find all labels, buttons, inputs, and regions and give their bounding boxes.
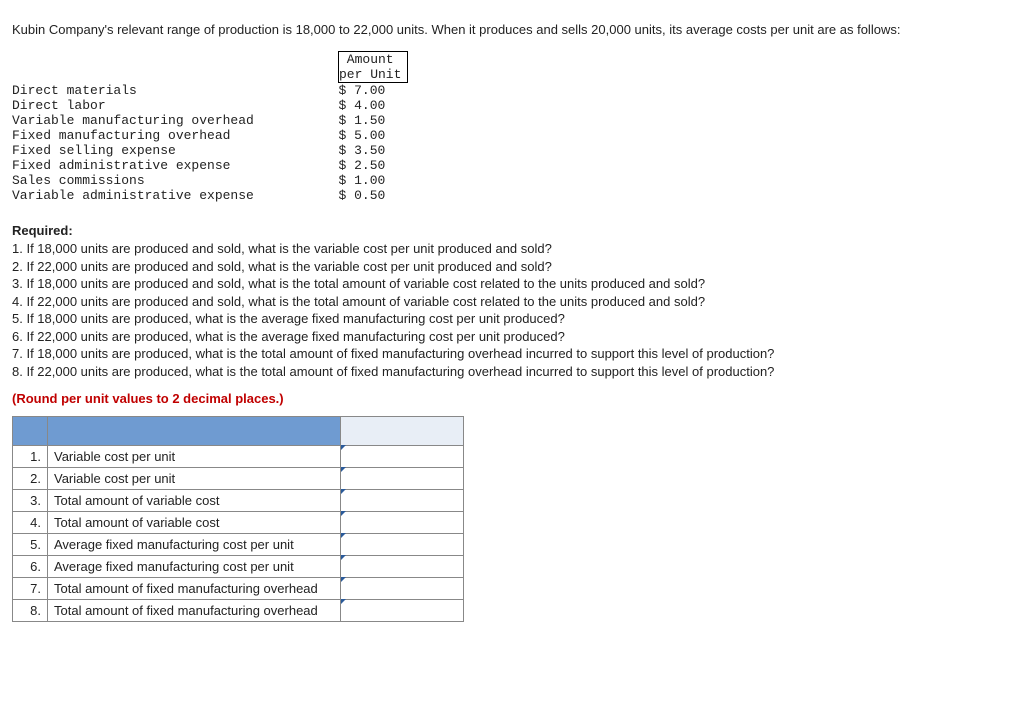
required-item: 2. If 22,000 units are produced and sold… xyxy=(12,258,1012,276)
cost-row: Fixed manufacturing overhead$ 5.00 xyxy=(12,128,408,143)
answer-row-desc: Total amount of variable cost xyxy=(48,489,341,511)
answer-row: 7.Total amount of fixed manufacturing ov… xyxy=(13,577,464,599)
cost-label: Fixed manufacturing overhead xyxy=(12,128,339,143)
answer-row: 8.Total amount of fixed manufacturing ov… xyxy=(13,599,464,621)
answer-input-cell[interactable] xyxy=(341,599,464,621)
answer-table: 1.Variable cost per unit2.Variable cost … xyxy=(12,416,464,622)
cost-row: Fixed administrative expense$ 2.50 xyxy=(12,158,408,173)
cost-row: Variable manufacturing overhead$ 1.50 xyxy=(12,113,408,128)
cost-label: Fixed administrative expense xyxy=(12,158,339,173)
required-item: 3. If 18,000 units are produced and sold… xyxy=(12,275,1012,293)
cost-amount: $ 1.00 xyxy=(339,173,408,188)
answer-row: 3.Total amount of variable cost xyxy=(13,489,464,511)
answer-row-desc: Variable cost per unit xyxy=(48,467,341,489)
cost-row: Direct labor$ 4.00 xyxy=(12,98,408,113)
cost-label: Sales commissions xyxy=(12,173,339,188)
required-item: 4. If 22,000 units are produced and sold… xyxy=(12,293,1012,311)
answer-row-number: 1. xyxy=(13,445,48,467)
required-item: 6. If 22,000 units are produced, what is… xyxy=(12,328,1012,346)
answer-row-desc: Average fixed manufacturing cost per uni… xyxy=(48,533,341,555)
cost-label: Direct labor xyxy=(12,98,339,113)
required-heading: Required: xyxy=(12,223,1012,238)
answer-row-number: 7. xyxy=(13,577,48,599)
cost-row: Fixed selling expense$ 3.50 xyxy=(12,143,408,158)
required-item: 8. If 22,000 units are produced, what is… xyxy=(12,363,1012,381)
cost-row: Variable administrative expense$ 0.50 xyxy=(12,188,408,203)
answer-input-cell[interactable] xyxy=(341,489,464,511)
required-item: 1. If 18,000 units are produced and sold… xyxy=(12,240,1012,258)
answer-row: 6.Average fixed manufacturing cost per u… xyxy=(13,555,464,577)
answer-row-desc: Average fixed manufacturing cost per uni… xyxy=(48,555,341,577)
answer-row-desc: Total amount of fixed manufacturing over… xyxy=(48,577,341,599)
answer-row-number: 8. xyxy=(13,599,48,621)
cost-amount: $ 7.00 xyxy=(339,83,408,99)
answer-header-blank-3 xyxy=(341,416,464,445)
cost-amount: $ 5.00 xyxy=(339,128,408,143)
cost-amount: $ 1.50 xyxy=(339,113,408,128)
answer-header-blank-1 xyxy=(13,416,48,445)
cost-label: Variable administrative expense xyxy=(12,188,339,203)
answer-input-cell[interactable] xyxy=(341,511,464,533)
cost-amount: $ 0.50 xyxy=(339,188,408,203)
cost-row: Direct materials$ 7.00 xyxy=(12,83,408,99)
answer-row: 5.Average fixed manufacturing cost per u… xyxy=(13,533,464,555)
required-item: 7. If 18,000 units are produced, what is… xyxy=(12,345,1012,363)
answer-input-cell[interactable] xyxy=(341,555,464,577)
cost-per-unit-table: Amount per Unit Direct materials$ 7.00Di… xyxy=(12,51,408,203)
required-item: 5. If 18,000 units are produced, what is… xyxy=(12,310,1012,328)
answer-input-cell[interactable] xyxy=(341,533,464,555)
answer-row-number: 3. xyxy=(13,489,48,511)
cost-label: Direct materials xyxy=(12,83,339,99)
cost-header-2: per Unit xyxy=(339,67,408,83)
answer-input-cell[interactable] xyxy=(341,577,464,599)
answer-input-cell[interactable] xyxy=(341,467,464,489)
answer-row-desc: Total amount of variable cost xyxy=(48,511,341,533)
answer-row-desc: Variable cost per unit xyxy=(48,445,341,467)
cost-amount: $ 3.50 xyxy=(339,143,408,158)
cost-header-1: Amount xyxy=(339,52,408,68)
answer-row-number: 2. xyxy=(13,467,48,489)
answer-row: 2.Variable cost per unit xyxy=(13,467,464,489)
intro-text: Kubin Company's relevant range of produc… xyxy=(12,21,1012,39)
cost-amount: $ 4.00 xyxy=(339,98,408,113)
round-note: (Round per unit values to 2 decimal plac… xyxy=(12,391,1012,406)
cost-label: Fixed selling expense xyxy=(12,143,339,158)
answer-row-number: 6. xyxy=(13,555,48,577)
cost-amount: $ 2.50 xyxy=(339,158,408,173)
answer-row-number: 4. xyxy=(13,511,48,533)
answer-row: 1.Variable cost per unit xyxy=(13,445,464,467)
cost-label: Variable manufacturing overhead xyxy=(12,113,339,128)
answer-input-cell[interactable] xyxy=(341,445,464,467)
required-list: 1. If 18,000 units are produced and sold… xyxy=(12,240,1012,380)
answer-header-blank-2 xyxy=(48,416,341,445)
answer-row-number: 5. xyxy=(13,533,48,555)
answer-row: 4.Total amount of variable cost xyxy=(13,511,464,533)
answer-row-desc: Total amount of fixed manufacturing over… xyxy=(48,599,341,621)
cost-row: Sales commissions$ 1.00 xyxy=(12,173,408,188)
